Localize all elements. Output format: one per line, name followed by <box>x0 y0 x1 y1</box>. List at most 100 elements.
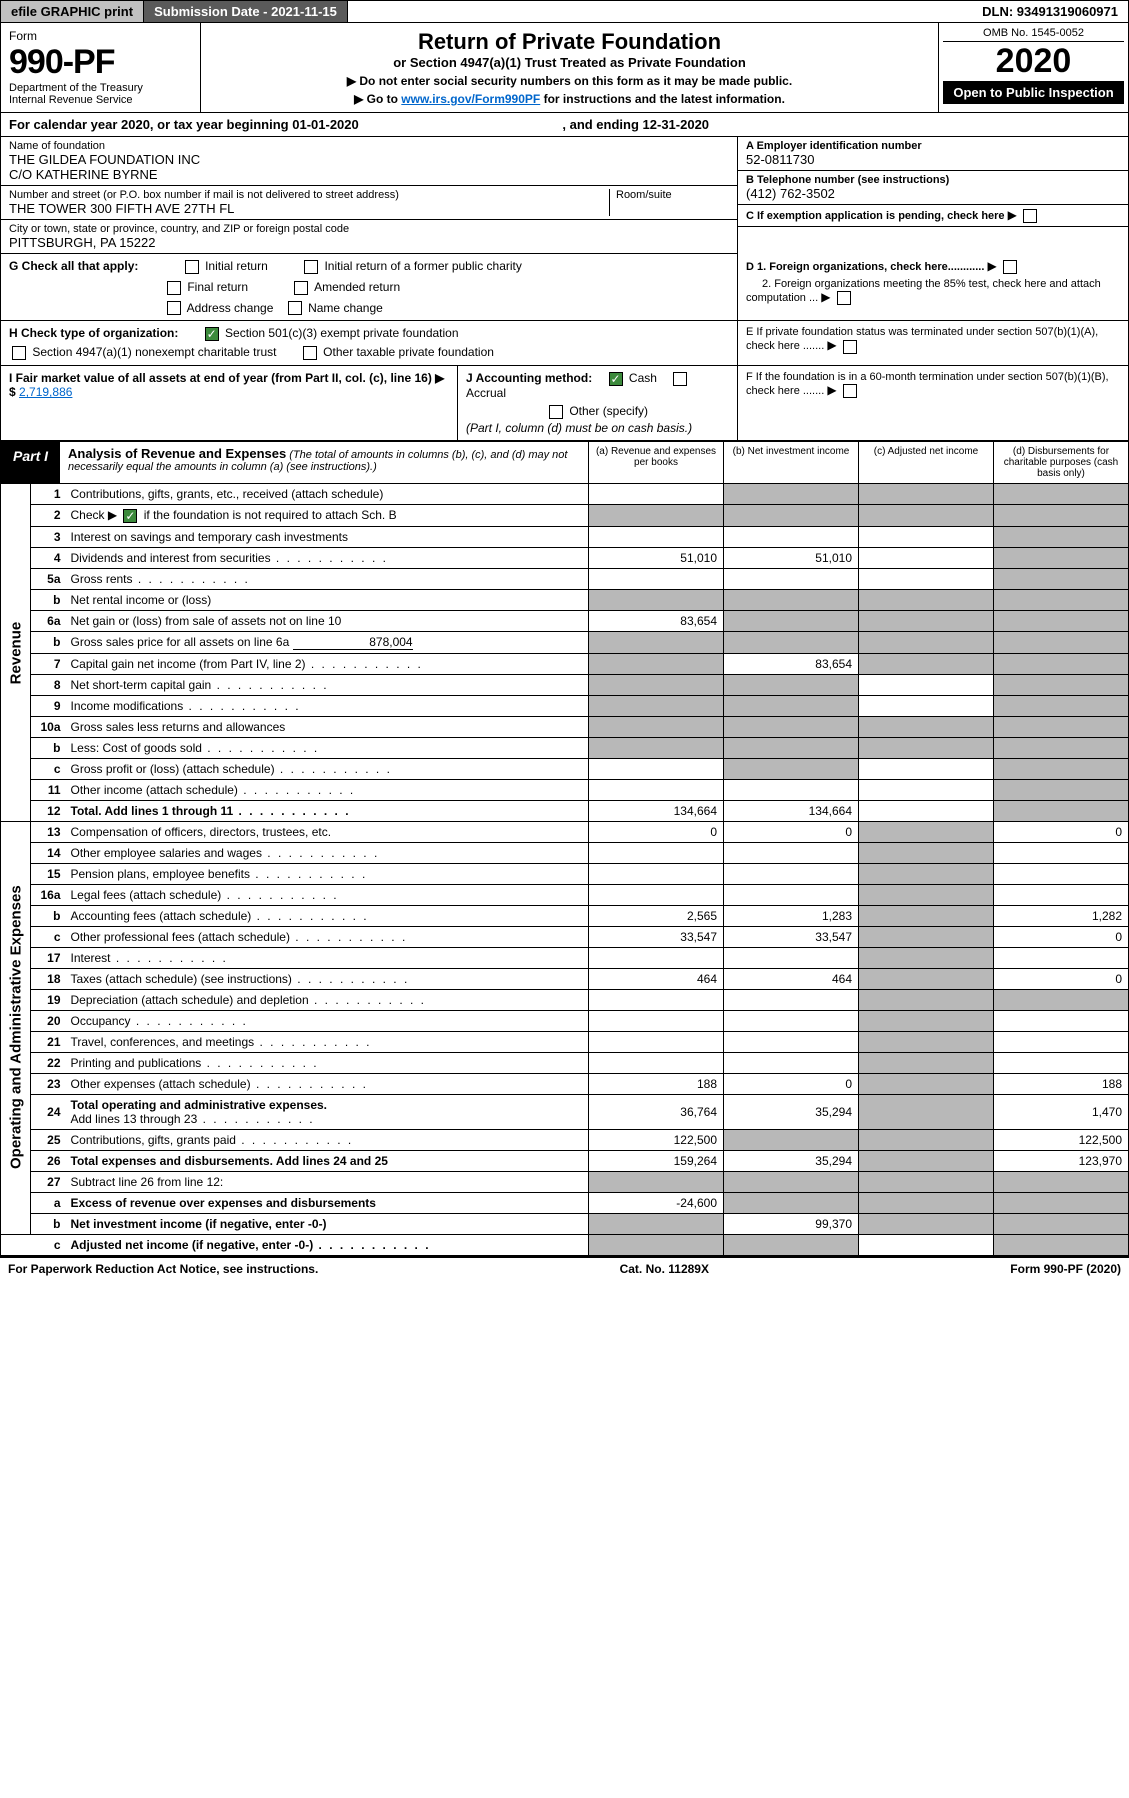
line-24-desc: Total operating and administrative expen… <box>67 1094 589 1129</box>
line-16a-desc: Legal fees (attach schedule) <box>67 884 589 905</box>
line-7-desc: Capital gain net income (from Part IV, l… <box>67 653 589 674</box>
irs-link[interactable]: www.irs.gov/Form990PF <box>401 92 540 106</box>
g-address-checkbox[interactable] <box>167 301 181 315</box>
line-26-b: 35,294 <box>724 1150 859 1171</box>
entity-block: Name of foundation THE GILDEA FOUNDATION… <box>0 137 1129 254</box>
sch-b-checkbox[interactable] <box>123 509 137 523</box>
line-25-d: 122,500 <box>994 1129 1129 1150</box>
footer-form: Form 990-PF (2020) <box>1010 1262 1121 1276</box>
g-final-checkbox[interactable] <box>167 281 181 295</box>
line-16c-a: 33,547 <box>589 926 724 947</box>
g-former-checkbox[interactable] <box>304 260 318 274</box>
line-6b-value: 878,004 <box>293 635 413 650</box>
line-4-b: 51,010 <box>724 547 859 568</box>
d2-label: 2. Foreign organizations meeting the 85%… <box>746 278 1101 304</box>
efile-print-button[interactable]: efile GRAPHIC print <box>1 1 144 22</box>
line-21-desc: Travel, conferences, and meetings <box>67 1031 589 1052</box>
d1-label: D 1. Foreign organizations, check here..… <box>746 261 984 273</box>
page-footer: For Paperwork Reduction Act Notice, see … <box>0 1256 1129 1280</box>
line-23-a: 188 <box>589 1073 724 1094</box>
revenue-side-label: Revenue <box>1 484 31 821</box>
foundation-name-label: Name of foundation <box>9 140 729 152</box>
foundation-name-1: THE GILDEA FOUNDATION INC <box>9 152 729 167</box>
f-checkbox[interactable] <box>843 384 857 398</box>
j-label: J Accounting method: <box>466 371 592 385</box>
e-checkbox[interactable] <box>843 340 857 354</box>
d2-checkbox[interactable] <box>837 291 851 305</box>
calendar-year-row: For calendar year 2020, or tax year begi… <box>0 113 1129 137</box>
tax-year: 2020 <box>943 42 1124 81</box>
foundation-name-2: C/O KATHERINE BYRNE <box>9 167 729 182</box>
e-label: E If private foundation status was termi… <box>746 326 1098 352</box>
line-23-b: 0 <box>724 1073 859 1094</box>
line-16c-desc: Other professional fees (attach schedule… <box>67 926 589 947</box>
room-label: Room/suite <box>616 189 729 201</box>
footer-catno: Cat. No. 11289X <box>620 1262 709 1276</box>
part-1-tab: Part I <box>1 442 60 483</box>
part-1-header: Part I Analysis of Revenue and Expenses … <box>0 441 1129 484</box>
omb-number: OMB No. 1545-0052 <box>943 27 1124 42</box>
j-accrual-checkbox[interactable] <box>673 372 687 386</box>
line-24-d: 1,470 <box>994 1094 1129 1129</box>
g-amended-checkbox[interactable] <box>294 281 308 295</box>
line-3-desc: Interest on savings and temporary cash i… <box>67 526 589 547</box>
line-6a-a: 83,654 <box>589 610 724 631</box>
phone-value: (412) 762-3502 <box>746 186 1120 201</box>
h-501c3-checkbox[interactable] <box>205 327 219 341</box>
line-10c-desc: Gross profit or (loss) (attach schedule) <box>67 758 589 779</box>
ein-value: 52-0811730 <box>746 152 1120 167</box>
line-13-b: 0 <box>724 821 859 842</box>
h-4947-checkbox[interactable] <box>12 346 26 360</box>
line-16b-b: 1,283 <box>724 905 859 926</box>
line-20-desc: Occupancy <box>67 1010 589 1031</box>
g-name-checkbox[interactable] <box>288 301 302 315</box>
g-label: G Check all that apply: <box>9 259 138 273</box>
check-g-d-row: G Check all that apply: Initial return I… <box>0 254 1129 321</box>
d1-checkbox[interactable] <box>1003 260 1017 274</box>
line-27b-b: 99,370 <box>724 1213 859 1234</box>
line-4-desc: Dividends and interest from securities <box>67 547 589 568</box>
street-value: THE TOWER 300 FIFTH AVE 27TH FL <box>9 201 609 216</box>
part-1-table: Revenue 1Contributions, gifts, grants, e… <box>0 484 1129 1256</box>
line-10b-desc: Less: Cost of goods sold <box>67 737 589 758</box>
line-1-desc: Contributions, gifts, grants, etc., rece… <box>67 484 589 505</box>
line-8-desc: Net short-term capital gain <box>67 674 589 695</box>
line-23-desc: Other expenses (attach schedule) <box>67 1073 589 1094</box>
line-9-desc: Income modifications <box>67 695 589 716</box>
h-other-checkbox[interactable] <box>303 346 317 360</box>
line-16b-d: 1,282 <box>994 905 1129 926</box>
line-13-a: 0 <box>589 821 724 842</box>
line-18-b: 464 <box>724 968 859 989</box>
part-1-title: Analysis of Revenue and Expenses <box>68 446 286 461</box>
col-a-header: (a) Revenue and expenses per books <box>588 442 723 483</box>
c-exemption-label: C If exemption application is pending, c… <box>746 210 1005 222</box>
f-label: F If the foundation is in a 60-month ter… <box>746 371 1109 397</box>
line-16c-b: 33,547 <box>724 926 859 947</box>
line-27a-a: -24,600 <box>589 1192 724 1213</box>
line-18-d: 0 <box>994 968 1129 989</box>
j-note: (Part I, column (d) must be on cash basi… <box>466 421 729 435</box>
row-i-j-f: I Fair market value of all assets at end… <box>0 366 1129 441</box>
line-12-desc: Total. Add lines 1 through 11 <box>67 800 589 821</box>
line-27c-desc: Adjusted net income (if negative, enter … <box>67 1234 589 1255</box>
line-27a-desc: Excess of revenue over expenses and disb… <box>67 1192 589 1213</box>
j-other-checkbox[interactable] <box>549 405 563 419</box>
form-note-ssn: ▶ Do not enter social security numbers o… <box>213 74 926 88</box>
line-14-desc: Other employee salaries and wages <box>67 842 589 863</box>
i-label: I Fair market value of all assets at end… <box>9 371 444 399</box>
line-27b-desc: Net investment income (if negative, ente… <box>67 1213 589 1234</box>
j-cash-checkbox[interactable] <box>609 372 623 386</box>
line-13-d: 0 <box>994 821 1129 842</box>
line-5b-desc: Net rental income or (loss) <box>67 589 589 610</box>
check-h-e-row: H Check type of organization: Section 50… <box>0 321 1129 366</box>
submission-date-label: Submission Date - 2021-11-15 <box>144 1 348 22</box>
line-11-desc: Other income (attach schedule) <box>67 779 589 800</box>
g-initial-checkbox[interactable] <box>185 260 199 274</box>
form-header: Form 990-PF Department of the Treasury I… <box>0 23 1129 113</box>
line-16b-desc: Accounting fees (attach schedule) <box>67 905 589 926</box>
line-4-a: 51,010 <box>589 547 724 568</box>
line-24-a: 36,764 <box>589 1094 724 1129</box>
i-fmv-value[interactable]: 2,719,886 <box>19 385 72 399</box>
c-checkbox[interactable] <box>1023 209 1037 223</box>
col-b-header: (b) Net investment income <box>723 442 858 483</box>
